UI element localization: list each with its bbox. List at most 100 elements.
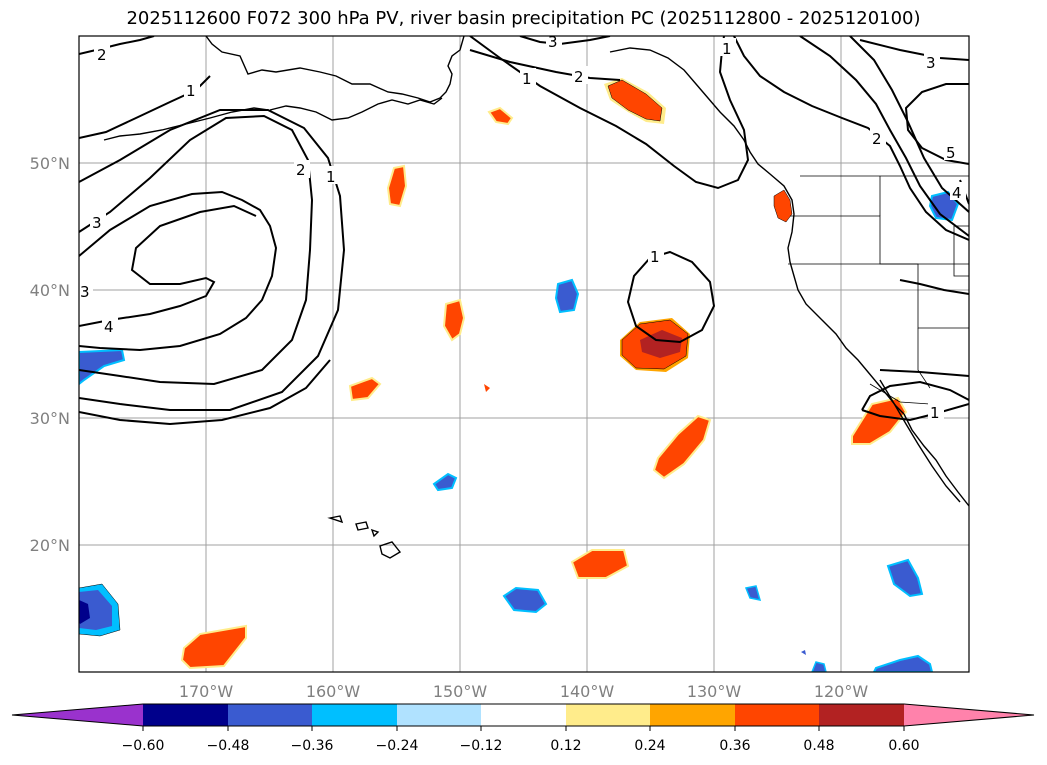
colorbar-tick-6: 0.24 <box>634 738 665 754</box>
colorbar-bin-5 <box>481 704 566 726</box>
pc-blob-150w-38n <box>442 298 466 342</box>
pc-neg-146w-15n <box>502 586 548 614</box>
pv-contour-2-east <box>799 36 969 237</box>
pc-blob-162w-32n <box>348 376 382 402</box>
positive-pc-areas <box>180 78 908 670</box>
pv-contour-1-west <box>79 109 346 411</box>
baja-west-coast <box>879 379 961 503</box>
pv-contour-3-ne <box>859 39 969 61</box>
pv-contour-3-west <box>79 190 278 352</box>
lon-axis-labels: 170°W 160°W 150°W 140°W 130°W 120°W <box>179 682 869 701</box>
colorbar-tick-2: −0.36 <box>291 738 334 754</box>
pv-label-3-gulf: 3 <box>548 33 558 51</box>
pv-label-2-west: 2 <box>296 161 306 179</box>
colorbar-bin-4 <box>397 704 481 726</box>
colorbar-tick-0: −0.60 <box>122 738 165 754</box>
pc-blob-171w-13n <box>180 624 247 670</box>
colorbar-bin-2 <box>228 704 312 726</box>
lat-label-30n: 30°N <box>30 409 70 428</box>
pv-contour-2-west <box>79 114 314 386</box>
state-borders <box>788 175 969 405</box>
lon-label-170w: 170°W <box>179 682 234 701</box>
colorbar-tick-3: −0.24 <box>376 738 419 754</box>
colorbar-tick-9: 0.60 <box>888 738 919 754</box>
lat-label-50n: 50°N <box>30 154 70 173</box>
pv-contours <box>79 36 969 426</box>
map-title: 2025112600 F072 300 hPa PV, river basin … <box>126 8 921 29</box>
montana-border <box>953 225 969 277</box>
pc-neg-speck <box>801 650 806 655</box>
pc-blob-132w-26n <box>652 414 712 480</box>
california-oregon-border <box>788 263 969 329</box>
pv-label-1-nw: 1 <box>186 82 196 100</box>
colorbar-bin-1 <box>143 704 228 726</box>
west-coast <box>609 47 905 415</box>
colorbar-over-arrow <box>904 704 1034 726</box>
pv-label-5-east: 5 <box>946 144 956 162</box>
lon-label-130w: 130°W <box>687 682 742 701</box>
lon-label-160w: 160°W <box>306 682 361 701</box>
pc-blob-small-north <box>487 106 514 126</box>
pv-label-4-east: 4 <box>952 184 962 202</box>
pv-contour-idaho <box>899 279 969 295</box>
california-nevada-border <box>917 328 931 389</box>
pv-contour-1-gulf <box>469 36 750 190</box>
pc-blob-135w-36n <box>620 318 690 372</box>
colorbar-tick-1: −0.48 <box>207 738 250 754</box>
pv-contour-labels: 2 1 2 1 3 4 3 1 2 1 3 3 2 5 <box>79 33 966 422</box>
pv-label-3-west: 3 <box>92 214 102 232</box>
oregon-washington-border <box>790 215 969 265</box>
pc-neg-south-edge-mid <box>811 661 827 672</box>
pc-neg-south-edge-east <box>872 654 934 672</box>
pv-label-1-gulf: 1 <box>522 70 532 88</box>
pv-contour-1-cutoff-low <box>626 250 716 344</box>
pc-blob-washington <box>773 189 793 223</box>
alaska-peninsula-coast <box>269 97 443 121</box>
pc-neg-142w-39n <box>554 278 580 314</box>
lat-axis-labels: 50°N 40°N 30°N 20°N <box>30 154 70 555</box>
colorbar-bin-9 <box>819 704 904 726</box>
pc-neg-116w-17n <box>886 558 924 598</box>
lat-label-20n: 20°N <box>30 536 70 555</box>
pv-contour-2-gulf <box>469 49 621 81</box>
pv-label-3-ne: 3 <box>926 54 936 72</box>
pc-blob-139w-18n <box>570 549 630 579</box>
hawaii-molokai <box>370 528 380 538</box>
pv-label-1-coast: 1 <box>722 40 732 58</box>
colorbar-under-arrow <box>12 704 143 726</box>
pv-label-1-cutoff: 1 <box>650 248 660 266</box>
colorbar-tick-8: 0.48 <box>803 738 834 754</box>
pv-contour-4-west <box>79 204 257 327</box>
pc-blob-160w-47n <box>386 164 408 208</box>
pv-contour-socal-north <box>879 369 969 377</box>
pc-blob-tiny <box>484 384 490 392</box>
pv-label-2-gulf: 2 <box>574 68 584 86</box>
pv-contour-5-east <box>904 83 969 165</box>
pc-neg-southwest-corner <box>79 583 121 637</box>
lon-label-120w: 120°W <box>814 682 869 701</box>
baja-east-coast <box>903 413 969 507</box>
colorbar-tick-7: 0.36 <box>719 738 750 754</box>
pv-contour-1-east <box>733 36 969 241</box>
colorbar-tick-4: −0.12 <box>460 738 503 754</box>
map-background <box>79 36 969 672</box>
pc-neg-small-128w <box>744 585 762 601</box>
pv-label-2-east: 2 <box>872 130 882 148</box>
map-frame <box>78 35 970 673</box>
pv-label-1-west: 1 <box>326 168 336 186</box>
pv-label-4-west: 4 <box>104 318 114 336</box>
pc-neg-151w-25n <box>432 472 458 492</box>
pv-contour-2-nw <box>79 36 155 55</box>
pv-label-3-edge: 3 <box>80 283 90 301</box>
lat-label-40n: 40°N <box>30 281 70 300</box>
colorbar-bin-8 <box>735 704 819 726</box>
alaska-coast <box>205 36 465 103</box>
hawaii-kauai <box>327 515 344 524</box>
lon-label-140w: 140°W <box>560 682 615 701</box>
pv-label-2-nw: 2 <box>97 46 107 64</box>
colorbar-tick-5: 0.12 <box>550 738 581 754</box>
colorbar-bin-3 <box>312 704 397 726</box>
hawaii-oahu <box>355 521 369 531</box>
lon-label-150w: 150°W <box>433 682 488 701</box>
